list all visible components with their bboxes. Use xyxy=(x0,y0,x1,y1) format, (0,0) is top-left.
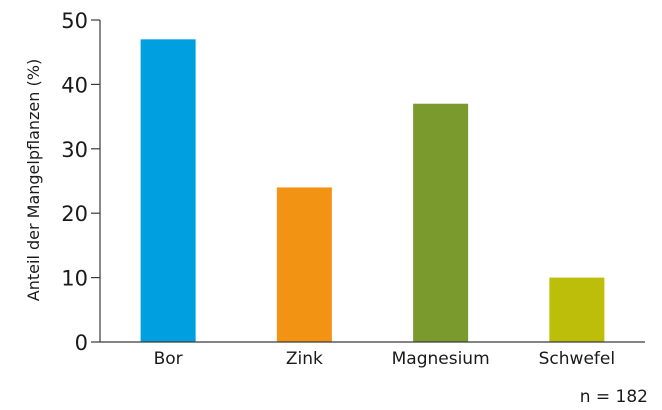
x-category-label: Magnesium xyxy=(392,349,490,369)
y-axis: 0 10 20 30 40 50 xyxy=(61,9,101,355)
x-category-label: Schwefel xyxy=(539,349,615,369)
y-tick-label: 40 xyxy=(61,73,88,97)
x-axis: Bor Zink Magnesium Schwefel xyxy=(100,341,645,369)
y-tick-label: 50 xyxy=(61,9,88,33)
y-tick-label: 10 xyxy=(61,267,88,291)
bar-schwefel xyxy=(549,277,605,342)
bars xyxy=(140,39,605,342)
bar-magnesium xyxy=(413,103,469,342)
x-category-label: Bor xyxy=(154,349,183,369)
sample-size-note: n = 182 xyxy=(580,387,648,407)
y-axis-title: Anteil der Mangelpflanzen (%) xyxy=(24,59,43,301)
y-tick-label: 20 xyxy=(61,202,88,226)
x-category-label: Zink xyxy=(286,349,323,369)
bar-zink xyxy=(276,187,332,342)
bar-bor xyxy=(140,39,196,342)
y-tick-label: 30 xyxy=(61,138,88,162)
y-tick-label: 0 xyxy=(75,331,88,355)
